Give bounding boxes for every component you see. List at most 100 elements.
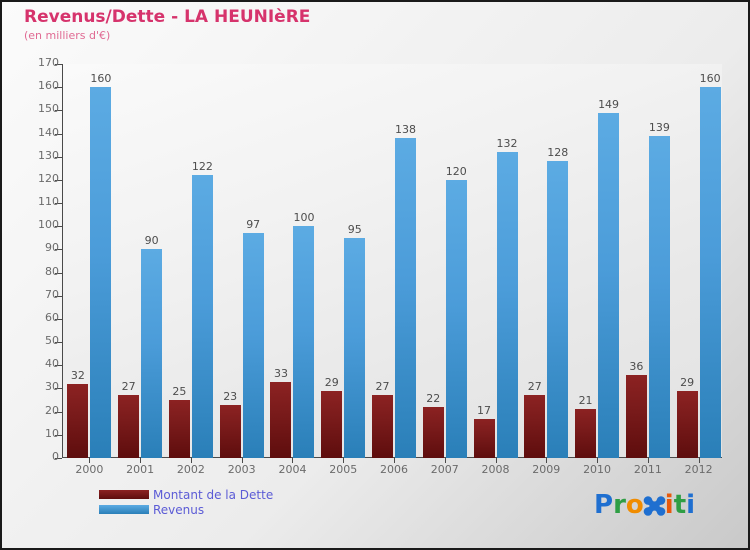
- x-tick-label: 2000: [75, 463, 104, 476]
- bar-revenus[interactable]: 97: [242, 218, 264, 458]
- x-tick-mark: [292, 458, 294, 463]
- x-tick-mark: [343, 458, 345, 463]
- bar-revenus[interactable]: 139: [648, 121, 670, 458]
- bar-value-label: 100: [293, 211, 315, 225]
- bar-value-label: 27: [375, 380, 390, 394]
- title-block: Revenus/Dette - LA HEUNIèRE (en milliers…: [24, 6, 624, 43]
- bar-value-label: 33: [273, 366, 288, 380]
- x-tick-label: 2002: [176, 463, 205, 476]
- y-tick-mark: [55, 388, 62, 390]
- bar-group: 27 128 2009: [524, 64, 569, 476]
- logo-x-star-icon: [643, 492, 666, 518]
- y-tick-mark: [55, 272, 62, 274]
- x-tick-mark: [190, 458, 192, 463]
- bar-group: 33 100 2004: [270, 64, 315, 476]
- legend-item[interactable]: Montant de la Dette: [99, 487, 273, 502]
- logo-letter: o: [625, 490, 644, 520]
- bar-dette[interactable]: 22: [422, 392, 444, 458]
- y-tick-mark: [55, 203, 62, 205]
- bar-revenus[interactable]: 132: [496, 137, 518, 458]
- y-tick-label: 170: [38, 56, 59, 69]
- x-tick-label: 2010: [583, 463, 612, 476]
- y-tick-mark: [55, 318, 62, 320]
- x-tick-mark: [698, 458, 700, 463]
- bar-dette[interactable]: 23: [219, 390, 241, 458]
- bar-value-label: 21: [578, 394, 593, 408]
- bar-value-label: 27: [121, 380, 136, 394]
- y-tick-label: 110: [38, 195, 59, 209]
- x-tick-mark: [140, 458, 142, 463]
- bar-dette[interactable]: 32: [67, 369, 89, 458]
- bar-dette[interactable]: 27: [524, 380, 546, 458]
- y-tick-mark: [55, 458, 62, 459]
- y-axis-line: [62, 64, 63, 458]
- bar-revenus[interactable]: 160: [699, 72, 721, 458]
- bar-group: 27 90 2001: [118, 64, 163, 476]
- x-tick-label: 2008: [481, 463, 510, 476]
- bar-value-label: 27: [527, 380, 542, 394]
- x-tick-label: 2007: [430, 463, 459, 476]
- bar-dette[interactable]: 36: [625, 360, 647, 458]
- bar-value-label: 32: [70, 368, 85, 382]
- bar-dette[interactable]: 21: [575, 394, 597, 458]
- bar-dette[interactable]: 29: [321, 376, 343, 458]
- x-tick-label: 2004: [278, 463, 307, 476]
- bar-value-label: 22: [426, 392, 441, 406]
- x-tick-mark: [546, 458, 548, 463]
- bar-group: 29 95 2005: [321, 64, 366, 476]
- bar-group: 36 139 2011: [625, 64, 670, 476]
- bar-dette[interactable]: 27: [372, 380, 393, 458]
- bar-revenus[interactable]: 149: [598, 98, 620, 458]
- x-tick-mark: [495, 458, 497, 463]
- y-tick-label: 20: [45, 403, 59, 417]
- x-tick-mark: [597, 458, 599, 463]
- legend-label: Montant de la Dette: [153, 487, 274, 502]
- bar-dette[interactable]: 29: [676, 376, 698, 458]
- bar-dette[interactable]: 33: [270, 367, 292, 458]
- bar-value-label: 25: [172, 385, 187, 399]
- y-tick-mark: [55, 365, 62, 367]
- legend-item[interactable]: Revenus: [99, 502, 273, 517]
- bar-value-label: 90: [144, 234, 159, 248]
- y-tick-mark: [55, 342, 62, 344]
- x-tick-label: 2009: [532, 463, 561, 476]
- bar-dette[interactable]: 17: [473, 404, 495, 458]
- legend-label: Revenus: [153, 502, 205, 517]
- y-tick-mark: [55, 434, 62, 436]
- bar-value-label: 120: [445, 164, 467, 178]
- bar-dette[interactable]: 25: [168, 385, 190, 458]
- y-tick-label: 150: [38, 102, 59, 116]
- bar-value-label: 160: [699, 72, 721, 86]
- y-tick-label: 140: [38, 125, 59, 139]
- legend-swatch-revenus: [99, 505, 149, 514]
- x-tick-mark: [241, 458, 243, 463]
- bar-revenus[interactable]: 95: [344, 223, 366, 458]
- legend-swatch-dette: [99, 490, 149, 499]
- y-tick-mark: [55, 110, 62, 112]
- bar-revenus[interactable]: 122: [191, 160, 213, 458]
- chart-legend: Montant de la Dette Revenus: [99, 487, 273, 517]
- bar-value-label: 128: [547, 146, 569, 160]
- bar-dette[interactable]: 27: [118, 380, 140, 458]
- bar-revenus[interactable]: 120: [445, 165, 467, 458]
- bar-group: 22 120 2007: [422, 64, 467, 476]
- bar-revenus[interactable]: 160: [90, 72, 112, 458]
- bar-value-label: 97: [246, 218, 261, 232]
- bar-value-label: 132: [496, 137, 518, 151]
- logo-letter: i: [686, 490, 696, 520]
- bar-value-label: 95: [347, 222, 362, 236]
- bar-revenus[interactable]: 128: [547, 146, 569, 458]
- bar-revenus[interactable]: 100: [293, 211, 315, 458]
- bar-group: 27 138 2006: [372, 64, 416, 476]
- bar-revenus[interactable]: 138: [395, 123, 416, 458]
- y-tick-label: 0: [52, 450, 59, 463]
- x-tick-label: 2005: [329, 463, 358, 476]
- page-title: Revenus/Dette - LA HEUNIèRE: [24, 7, 311, 27]
- y-tick-mark: [55, 226, 62, 228]
- y-tick-label: 90: [45, 241, 59, 255]
- x-tick-label: 2003: [227, 463, 256, 476]
- bar-revenus[interactable]: 90: [141, 234, 163, 458]
- bar-group: 23 97 2003: [219, 64, 264, 476]
